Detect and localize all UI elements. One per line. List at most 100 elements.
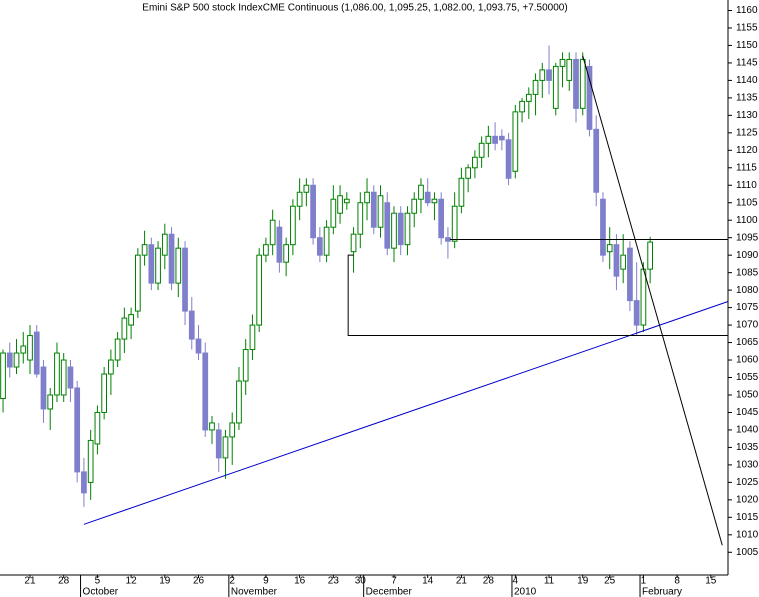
candle-body (81, 471, 87, 494)
candle-body (532, 79, 539, 95)
x-tick-label: 7 (391, 576, 397, 587)
y-tick-label: 1035 (736, 442, 759, 453)
y-tick-label: 1160 (736, 5, 758, 16)
candle-body (155, 247, 161, 284)
x-tick-label: 16 (294, 576, 306, 587)
candle-body (87, 439, 94, 483)
candle-body (492, 135, 498, 144)
candle-body (391, 212, 397, 249)
x-tick-label: 25 (604, 576, 616, 587)
y-tick-label: 1145 (736, 58, 758, 69)
candle-body (445, 237, 451, 242)
candle-body (458, 177, 465, 207)
candle-body (397, 212, 404, 246)
candle-body (418, 184, 424, 200)
y-tick-label: 1120 (736, 145, 758, 156)
candle-body (229, 422, 236, 438)
candle-body (512, 111, 519, 172)
candle-body (276, 226, 283, 263)
x-tick-label: 28 (58, 576, 70, 587)
candle-body (586, 65, 593, 130)
candle-body (134, 254, 141, 312)
candle-body (424, 191, 431, 204)
y-tick-label: 1140 (736, 75, 758, 86)
candle-body (209, 422, 215, 431)
chart-title: Emini S&P 500 stock IndexCME Continuous … (142, 3, 567, 14)
candle-body (472, 156, 478, 169)
candle-body (377, 195, 384, 228)
candle-body (94, 411, 101, 445)
candle-body (593, 128, 600, 193)
candle-body (485, 135, 492, 144)
candle-body (67, 366, 74, 389)
y-tick-label: 1025 (736, 477, 759, 488)
candle-body (647, 241, 654, 270)
candle-body (141, 244, 148, 256)
y-tick-label: 1155 (736, 23, 758, 34)
candle-body (310, 184, 316, 239)
candle-body (20, 345, 27, 354)
x-tick-label: 23 (328, 576, 340, 587)
candle-body (431, 198, 438, 204)
candle-body (316, 237, 323, 256)
candle-body (573, 58, 579, 109)
x-tick-label: 11 (544, 576, 555, 587)
candle-body (74, 387, 81, 473)
y-tick-label: 1125 (736, 127, 758, 138)
candle-body (202, 352, 209, 431)
candle-body (269, 219, 276, 246)
candle-body (613, 244, 620, 277)
y-tick-label: 1060 (736, 355, 759, 366)
y-tick-label: 1040 (736, 425, 759, 436)
y-tick-label: 1075 (736, 302, 759, 313)
month-label: December (366, 587, 413, 597)
y-tick-label: 1105 (736, 197, 758, 208)
candle-body (438, 198, 445, 239)
candle-body (60, 359, 67, 396)
month-label: February (642, 587, 682, 597)
x-tick-label: 26 (193, 576, 205, 587)
x-tick-label: 9 (263, 576, 269, 587)
candle-body (546, 69, 552, 81)
x-tick-label: 1 (641, 576, 647, 587)
candle-body (6, 352, 13, 368)
candle-body (175, 247, 182, 284)
candle-body (525, 93, 532, 102)
candle-body (108, 359, 114, 375)
y-tick-label: 1135 (736, 93, 758, 104)
x-tick-label: 12 (126, 576, 138, 587)
y-tick-label: 1055 (736, 372, 759, 383)
candle-body (222, 436, 229, 459)
y-tick-label: 1090 (736, 250, 759, 261)
candle-body (539, 69, 546, 81)
y-tick-label: 1020 (736, 494, 759, 505)
x-tick-label: 4 (513, 576, 519, 587)
candle-body (290, 205, 296, 246)
candle-body (330, 198, 337, 228)
candle-body (148, 244, 155, 284)
candle-body (182, 247, 188, 312)
candle-body (128, 314, 134, 326)
y-tick-label: 1065 (736, 337, 759, 348)
candle-body (498, 135, 505, 141)
y-tick-label: 1115 (736, 162, 757, 173)
candle-body (33, 331, 40, 375)
candle-body (566, 58, 573, 81)
candle-body (364, 191, 370, 204)
candle-body (343, 198, 350, 204)
candle-body (101, 373, 108, 413)
y-tick-label: 1030 (736, 460, 759, 471)
month-label: 2010 (514, 587, 537, 597)
candle-body (350, 233, 357, 253)
candle-body (505, 139, 512, 179)
candle-body (27, 335, 33, 361)
candle-body (161, 233, 168, 256)
candle-body (640, 268, 647, 326)
y-tick-label: 1080 (736, 285, 759, 296)
x-tick-label: 21 (24, 576, 36, 587)
month-label: October (83, 587, 119, 597)
candle-body (215, 429, 222, 459)
x-tick-label: 19 (159, 576, 171, 587)
y-tick-label: 1130 (736, 110, 758, 121)
